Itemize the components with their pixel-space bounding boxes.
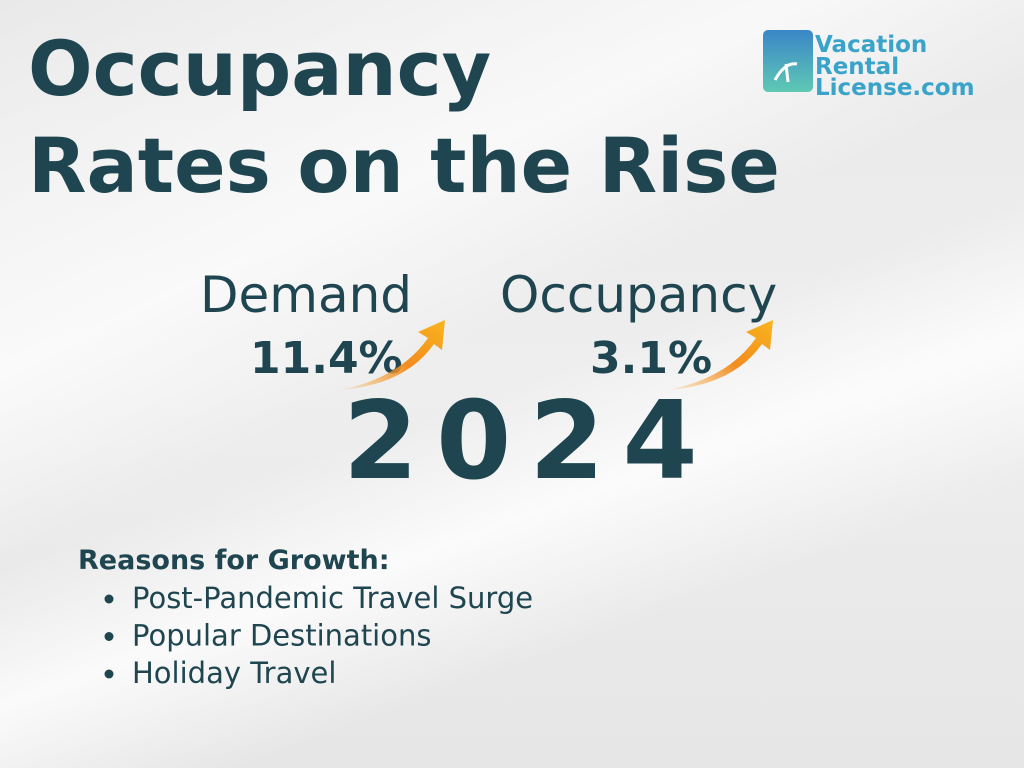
logo: Vacation Rental License.com (763, 30, 975, 101)
reasons-heading: Reasons for Growth: (78, 545, 390, 576)
reason-item: Popular Destinations (132, 619, 431, 653)
bullet (104, 632, 114, 641)
bullet (104, 594, 114, 604)
stat-value: 11.4% (250, 333, 403, 384)
logo-palm (773, 62, 798, 83)
reasons-list: Post-Pandemic Travel Surge Popular Destin… (104, 581, 533, 690)
up-arrow (668, 320, 773, 390)
title-line: Rates on the Rise (28, 121, 780, 210)
logo-icon (763, 30, 813, 92)
logo-text: License.com (815, 75, 975, 101)
year: 2024 (343, 379, 716, 504)
logo-text: Rental (815, 54, 899, 80)
stat-value: 3.1% (590, 333, 712, 384)
stat-label: Demand (200, 266, 412, 324)
reason-item: Post-Pandemic Travel Surge (132, 581, 533, 615)
title-line: Occupancy (28, 24, 491, 113)
up-arrow (340, 320, 445, 390)
reason-item: Holiday Travel (132, 656, 336, 690)
bullet (104, 669, 114, 679)
logo-text: Vacation (815, 32, 927, 58)
stat-label: Occupancy (500, 266, 777, 324)
